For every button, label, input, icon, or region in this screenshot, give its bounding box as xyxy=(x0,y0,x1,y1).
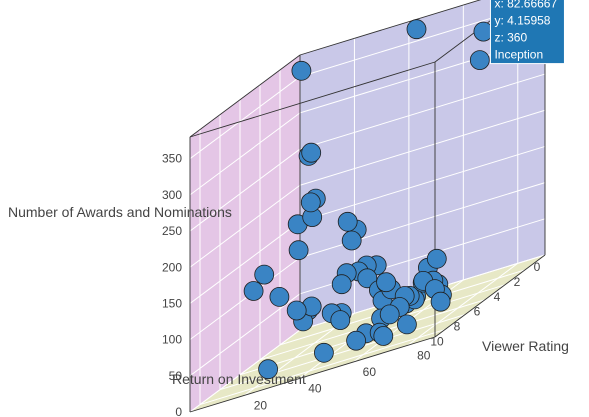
scatter-point[interactable] xyxy=(469,50,490,70)
data-points[interactable] xyxy=(243,19,494,380)
scatter-point[interactable] xyxy=(379,304,400,325)
scatter-point[interactable] xyxy=(373,326,394,346)
scatter-point[interactable] xyxy=(291,60,312,81)
z-gridline xyxy=(189,184,301,268)
scatter-point[interactable] xyxy=(426,248,447,269)
tick-labels: 0501001502002503003500246810020406080 xyxy=(162,152,541,417)
z-gridline xyxy=(299,182,546,259)
z-gridline xyxy=(189,148,301,232)
x-gridline xyxy=(199,329,446,406)
x-tick-label: 0 xyxy=(534,260,541,274)
z-gridline xyxy=(189,257,301,341)
scatter-point[interactable] xyxy=(254,264,275,285)
hover-line-z: z: 360 xyxy=(494,31,527,45)
z-tick-label: 150 xyxy=(162,296,182,310)
y-tick-label: 60 xyxy=(363,365,377,379)
x-tick-label: 4 xyxy=(494,290,501,304)
scatter-point[interactable] xyxy=(346,330,367,351)
hover-line-y: y: 4.15958 xyxy=(494,14,550,28)
z-gridline xyxy=(189,221,301,304)
x-axis-title: Return on Investment xyxy=(172,371,306,387)
hover-tooltip: x: 82.66667 y: 4.15958 z: 360 Inception xyxy=(489,0,565,65)
z-axis-title: Number of Awards and Nominations xyxy=(8,204,232,220)
scatter-point[interactable] xyxy=(288,240,309,261)
x-gridline xyxy=(219,314,466,391)
y-tick-label: 0 xyxy=(203,415,210,417)
x-tick-label: 10 xyxy=(430,335,444,349)
scatter-point[interactable] xyxy=(269,286,290,307)
y-tick-label: 40 xyxy=(308,382,322,396)
left-wall xyxy=(190,55,300,412)
hover-line-name: Inception xyxy=(494,48,543,62)
scatter-point[interactable] xyxy=(258,359,279,380)
scatter-point[interactable] xyxy=(341,230,362,251)
z-tick-label: 100 xyxy=(162,333,182,347)
right-wall xyxy=(300,0,545,330)
box-edge xyxy=(299,0,482,56)
scatter-point[interactable] xyxy=(330,310,351,331)
y-gridline xyxy=(407,262,519,346)
scatter-point[interactable] xyxy=(286,300,307,321)
scatter-point[interactable] xyxy=(243,281,264,301)
z-tick-label: 350 xyxy=(162,152,182,166)
hover-line-x: x: 82.66667 xyxy=(494,0,557,11)
z-gridline xyxy=(189,76,301,160)
scatter-point[interactable] xyxy=(337,211,358,232)
y-tick-label: 80 xyxy=(417,348,431,362)
z-gridline xyxy=(299,109,546,186)
box-edge xyxy=(189,54,301,138)
scene-walls xyxy=(190,0,545,412)
z-tick-label: 0 xyxy=(175,405,182,417)
scatter-point[interactable] xyxy=(406,19,427,40)
scatter-point[interactable] xyxy=(430,291,451,312)
z-tick-label: 50 xyxy=(169,369,183,383)
y-axis-title: Viewer Rating xyxy=(482,338,569,354)
x-tick-label: 6 xyxy=(474,305,481,319)
scatter-point[interactable] xyxy=(300,192,321,213)
box-edge xyxy=(189,61,436,138)
z-gridline xyxy=(189,293,301,377)
z-gridline xyxy=(189,112,301,196)
x-tick-label: 2 xyxy=(514,275,521,289)
scatter-point[interactable] xyxy=(376,272,397,293)
z-tick-label: 200 xyxy=(162,260,182,274)
scatter-point[interactable] xyxy=(331,274,352,295)
scatter-point[interactable] xyxy=(396,314,417,335)
z-tick-label: 250 xyxy=(162,224,182,238)
z-gridline xyxy=(299,145,546,222)
z-tick-label: 300 xyxy=(162,188,182,202)
box-edge xyxy=(434,254,546,338)
scatter-point[interactable] xyxy=(301,142,322,163)
y-gridline xyxy=(189,329,301,413)
scatter-point[interactable] xyxy=(313,342,334,363)
z-gridline xyxy=(299,73,546,150)
x-tick-label: 8 xyxy=(454,320,461,334)
y-tick-label: 20 xyxy=(254,398,268,412)
box-edge xyxy=(189,336,436,413)
hover-box xyxy=(489,0,565,65)
